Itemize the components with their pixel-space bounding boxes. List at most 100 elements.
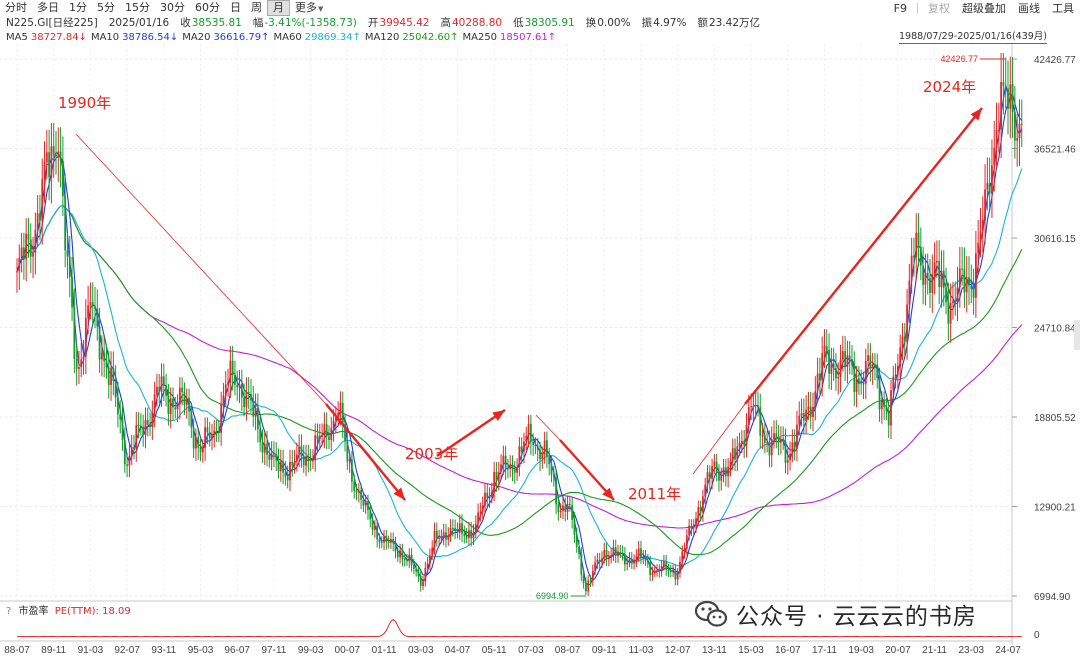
candle-body	[493, 471, 496, 493]
period-tab[interactable]: 30分	[160, 1, 185, 14]
candle-body	[114, 381, 117, 398]
candle-body	[289, 461, 291, 481]
candle-body	[743, 440, 746, 446]
candle-body	[254, 407, 257, 417]
period-tab[interactable]: 日	[230, 1, 241, 14]
arrow-1990-shaft	[325, 403, 406, 501]
candle-body	[715, 461, 718, 472]
candle-body	[938, 260, 941, 287]
candle-body	[181, 387, 184, 393]
candle-body	[573, 519, 576, 535]
candle-body	[78, 367, 80, 370]
candle-body	[392, 539, 395, 544]
candle-body	[605, 550, 608, 560]
candle-body	[890, 390, 892, 426]
candle-body	[419, 575, 422, 587]
x-tick-label: 09-11	[592, 645, 617, 656]
candle-body	[596, 559, 599, 563]
candle-body	[874, 364, 876, 366]
candle-body	[550, 464, 553, 475]
candle-body	[646, 560, 649, 563]
candle-body	[759, 407, 762, 436]
candle-body	[307, 456, 310, 461]
candle-body	[284, 472, 287, 477]
period-tab[interactable]: 1分	[69, 1, 87, 14]
candle-body	[378, 539, 381, 543]
candle-body	[933, 262, 936, 274]
toolbar-button[interactable]: 画线	[1018, 2, 1040, 15]
candle-body	[1004, 85, 1007, 89]
candle-body	[956, 287, 959, 303]
candlestick-chart[interactable]: 42426.77 36521.46 30616.15 24710.84 18805.52…	[0, 44, 1080, 658]
period-tab[interactable]: 月	[267, 0, 290, 16]
candle-body	[619, 552, 622, 554]
period-tab[interactable]: 分时	[5, 1, 27, 14]
ma-legend-item: MA10 38786.54↓	[91, 31, 178, 45]
period-tab[interactable]: 15分	[125, 1, 150, 14]
candle-body	[594, 562, 596, 571]
candle-body	[509, 464, 512, 469]
candle-body	[949, 303, 952, 324]
toolbar-button[interactable]: 工具	[1052, 2, 1074, 15]
candle-body	[747, 407, 750, 425]
amount-value: 23.42万亿	[708, 17, 760, 29]
candle-body	[935, 260, 938, 263]
candle-body	[100, 352, 103, 360]
period-toolbar: 分时 多日 1分 5分 15分 30分 60分日周月更多▼ F9 复权 超级叠加 画线 工具	[0, 0, 1080, 16]
candle-body	[541, 454, 544, 460]
candle-body	[702, 496, 704, 513]
candle-body	[325, 424, 328, 437]
high-value: 40288.80	[452, 17, 503, 29]
candle-body	[706, 472, 709, 485]
scroll-handle[interactable]	[1074, 320, 1080, 350]
candle-body	[814, 391, 817, 408]
candle-body	[213, 430, 216, 434]
candle-body	[578, 546, 580, 554]
period-tab[interactable]: 60分	[195, 1, 220, 14]
period-tab[interactable]: 5分	[97, 1, 115, 14]
candle-body	[87, 305, 90, 319]
period-tab[interactable]: 更多▼	[295, 1, 324, 14]
x-tick-label: 19-03	[848, 645, 874, 656]
candle-body	[357, 490, 360, 493]
candle-body	[396, 551, 399, 558]
candle-body	[481, 505, 484, 512]
candle-body	[523, 441, 525, 452]
toolbar-button[interactable]: 复权	[928, 2, 950, 15]
x-tick-label: 12-07	[665, 645, 691, 656]
y-tick-label: 24710.84	[1034, 323, 1076, 334]
help-icon[interactable]: ?	[6, 606, 12, 617]
candle-body	[745, 424, 748, 446]
candle-body	[555, 477, 557, 505]
candle-body	[770, 439, 773, 456]
candle-body	[708, 472, 711, 479]
date-range[interactable]: 1988/07/29-2025/01/16(439月)	[899, 31, 1047, 44]
candle-body	[511, 464, 514, 470]
toolbar-button[interactable]: 超级叠加	[962, 2, 1006, 15]
candle-body	[309, 460, 312, 462]
candle-body	[867, 355, 869, 362]
candle-body	[32, 252, 34, 257]
candle-body	[857, 378, 860, 382]
candle-body	[431, 547, 434, 556]
candle-body	[610, 555, 613, 558]
candle-body	[279, 461, 282, 472]
candle-body	[818, 373, 821, 381]
period-tab[interactable]: 周	[251, 1, 262, 14]
ma-legend-item: MA5 38727.84↓	[6, 31, 87, 45]
candle-body	[566, 503, 569, 512]
candle-body	[773, 433, 775, 440]
candle-body	[112, 367, 115, 382]
period-tab[interactable]: 多日	[37, 1, 59, 14]
candle-body	[371, 519, 374, 530]
candle-body	[768, 442, 771, 456]
candle-body	[495, 471, 498, 481]
candle-body	[864, 361, 867, 384]
ma-value: 38727.84↓	[30, 32, 87, 43]
toolbar-button[interactable]: F9	[893, 1, 907, 15]
candle-body	[690, 525, 693, 529]
ma250-line	[16, 205, 1023, 529]
candle-body	[346, 440, 349, 462]
candle-body	[435, 530, 438, 539]
candle-body	[731, 448, 734, 462]
